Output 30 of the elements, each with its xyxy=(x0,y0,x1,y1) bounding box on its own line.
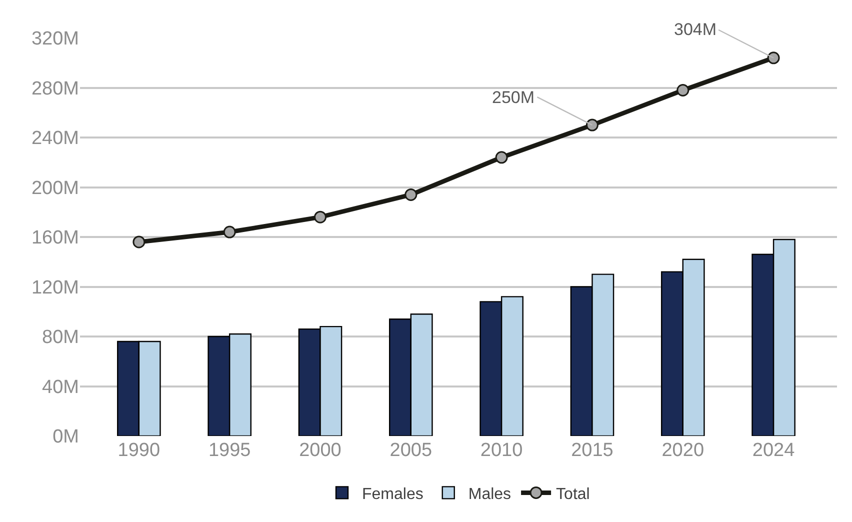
x-tick-label: 2020 xyxy=(662,440,704,461)
x-tick-label: 2005 xyxy=(390,440,432,461)
legend-label: Total xyxy=(556,486,590,503)
point xyxy=(223,226,236,238)
x-tick-label: 1995 xyxy=(208,440,251,461)
legend-label: Males xyxy=(468,486,512,503)
point xyxy=(676,84,690,96)
point xyxy=(404,188,418,201)
y-tick-label: 80M xyxy=(42,327,79,348)
y-tick-label: 120M xyxy=(31,277,79,298)
x-tick-label: 2010 xyxy=(480,440,523,461)
data-label: 250M xyxy=(492,88,535,107)
data-label: 304M xyxy=(674,20,717,39)
x-tick-label: 2015 xyxy=(571,440,614,461)
x-tick-label: 2024 xyxy=(752,440,796,461)
y-tick-label: 280M xyxy=(31,78,79,100)
point xyxy=(314,210,326,224)
x-tick-label: 1990 xyxy=(118,440,160,461)
y-tick-label: 160M xyxy=(31,228,79,249)
legend-label: Females xyxy=(362,486,424,503)
x-tick-label: 2000 xyxy=(299,440,342,461)
y-tick-label: 320M xyxy=(31,28,79,50)
y-tick-label: 200M xyxy=(31,178,79,199)
y-tick-label: 0M xyxy=(52,426,79,448)
point xyxy=(767,52,780,64)
y-tick-label: 240M xyxy=(31,128,79,150)
point xyxy=(586,118,598,132)
point xyxy=(495,151,508,164)
y-tick-label: 40M xyxy=(42,376,79,398)
point xyxy=(132,236,146,248)
